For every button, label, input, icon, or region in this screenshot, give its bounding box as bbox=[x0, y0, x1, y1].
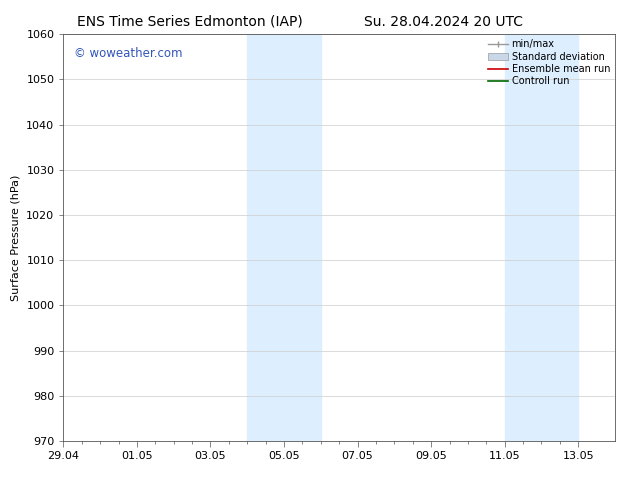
Text: ENS Time Series Edmonton (IAP): ENS Time Series Edmonton (IAP) bbox=[77, 15, 303, 29]
Legend: min/max, Standard deviation, Ensemble mean run, Controll run: min/max, Standard deviation, Ensemble me… bbox=[486, 37, 612, 88]
Bar bbox=[505, 34, 578, 441]
Bar bbox=[247, 34, 321, 441]
Text: Su. 28.04.2024 20 UTC: Su. 28.04.2024 20 UTC bbox=[365, 15, 523, 29]
Y-axis label: Surface Pressure (hPa): Surface Pressure (hPa) bbox=[11, 174, 21, 301]
Text: © woweather.com: © woweather.com bbox=[74, 47, 183, 59]
